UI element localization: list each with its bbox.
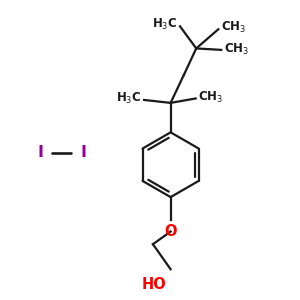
Text: I: I	[37, 146, 43, 160]
Text: H$_3$C: H$_3$C	[116, 91, 142, 106]
Text: CH$_3$: CH$_3$	[224, 42, 249, 57]
Text: I: I	[80, 146, 86, 160]
Text: O: O	[164, 224, 177, 239]
Text: CH$_3$: CH$_3$	[198, 89, 223, 104]
Text: CH$_3$: CH$_3$	[221, 20, 246, 35]
Text: HO: HO	[142, 278, 167, 292]
Text: H$_3$C: H$_3$C	[152, 17, 178, 32]
